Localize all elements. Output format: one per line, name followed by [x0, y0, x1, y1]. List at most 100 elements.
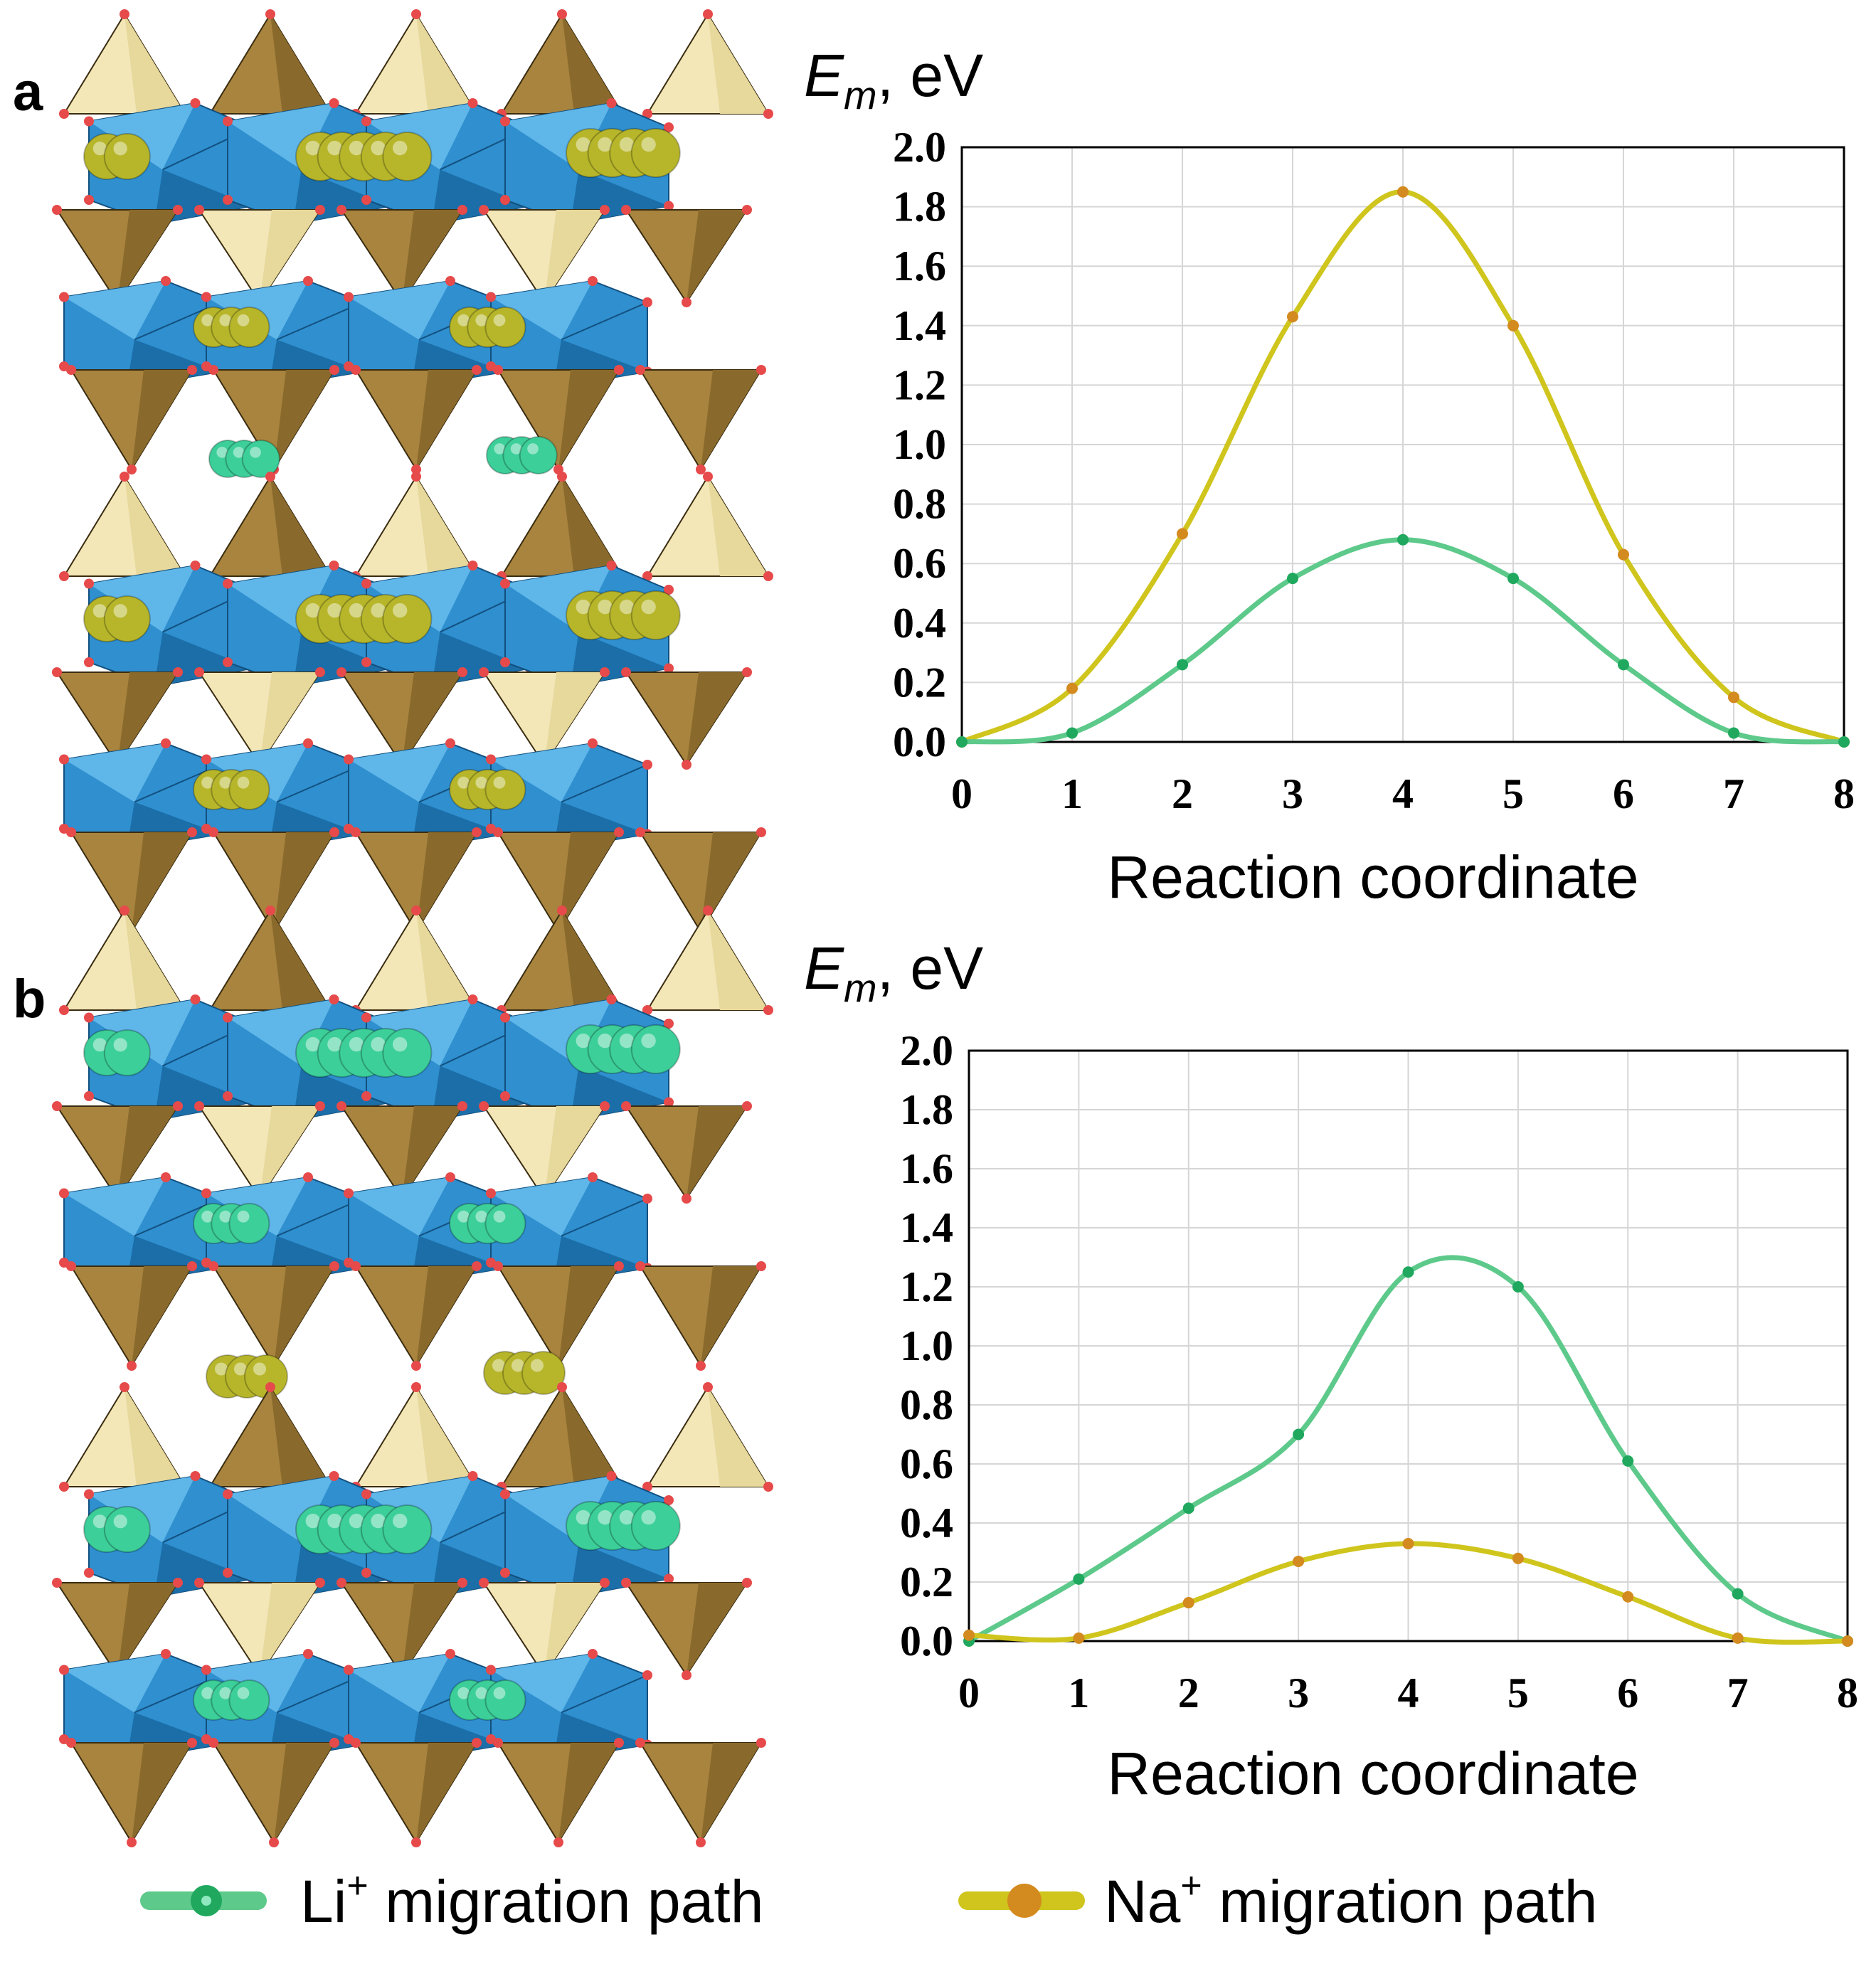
- oxygen-atom: [173, 667, 183, 677]
- na-ion-chain: [449, 769, 526, 810]
- tetrahedron: [621, 1101, 752, 1204]
- oxygen-atom: [553, 1837, 563, 1847]
- octahedron: [59, 1172, 226, 1289]
- oxygen-atom: [52, 1578, 62, 1588]
- tetrahedron: [52, 667, 183, 770]
- oxygen-atom: [457, 205, 467, 215]
- data-point-li: [1287, 573, 1298, 585]
- oxygen-atom: [703, 1382, 713, 1392]
- oxygen-atom: [500, 1012, 510, 1023]
- data-point-li: [1732, 1588, 1744, 1600]
- oxygen-atom: [52, 1101, 62, 1111]
- oxygen-atom: [472, 365, 482, 375]
- oxygen-atom: [635, 827, 645, 837]
- oxygen-atom: [265, 472, 275, 482]
- oxygen-atom: [173, 1578, 183, 1588]
- oxygen-atom: [223, 578, 233, 589]
- data-point-li: [1073, 1573, 1085, 1585]
- oxygen-atom: [635, 1261, 645, 1271]
- y-tick-label: 0.4: [893, 600, 946, 647]
- tetrahedron: [59, 906, 190, 1015]
- x-tick-label: 0: [951, 770, 973, 817]
- tetrahedron: [208, 365, 339, 474]
- oxygen-atom: [642, 571, 652, 581]
- oxygen-atom: [664, 1019, 674, 1029]
- tetrahedron: [351, 1261, 482, 1371]
- na-ion-chain: [449, 307, 526, 348]
- y-tick-label: 0.6: [893, 540, 946, 587]
- tetrahedron: [59, 472, 190, 581]
- oxygen-atom: [493, 1738, 503, 1748]
- oxygen-atom: [479, 1578, 489, 1588]
- oxygen-atom: [127, 465, 137, 474]
- y-tick-label: 1.0: [900, 1322, 953, 1369]
- tetrahedron: [351, 1738, 482, 1847]
- oxygen-atom: [187, 1738, 197, 1748]
- oxygen-atom: [59, 1188, 69, 1199]
- oxygen-atom: [588, 276, 598, 286]
- oxygen-atom: [303, 1649, 313, 1659]
- oxygen-atom: [606, 994, 617, 1004]
- chart-a: Em, eV Reaction coordinate 0.0 0.2 0.4 0.6 0…: [804, 42, 1855, 911]
- data-point-na: [1402, 1538, 1414, 1550]
- tetrahedron: [351, 472, 482, 581]
- oxygen-atom: [486, 292, 496, 302]
- oxygen-atom: [84, 1568, 94, 1578]
- tetrahedron: [479, 1101, 610, 1204]
- y-tick-label: 1.2: [900, 1263, 953, 1310]
- oxygen-atom: [208, 827, 218, 837]
- oxygen-atom: [361, 1012, 371, 1023]
- x-tick-label: 4: [1398, 1670, 1419, 1716]
- oxygen-atom: [600, 667, 610, 677]
- tetrahedron: [351, 906, 482, 1015]
- y-tick-label: 1.6: [900, 1145, 953, 1192]
- x-tick-label: 6: [1613, 770, 1634, 817]
- oxygen-atom: [467, 1471, 478, 1481]
- oxygen-atom: [588, 1649, 598, 1659]
- oxygen-atom: [479, 205, 489, 215]
- oxygen-atom: [361, 195, 371, 205]
- oxygen-atom: [303, 276, 313, 286]
- x-tick-label: 3: [1282, 770, 1303, 817]
- oxygen-atom: [557, 906, 567, 915]
- oxygen-atom: [500, 195, 510, 205]
- oxygen-atom: [472, 827, 482, 837]
- data-point-li: [1293, 1428, 1305, 1440]
- na-ion-chain: [83, 133, 151, 180]
- legend-item-na: Na+ migration path: [958, 1865, 1597, 1935]
- tetrahedron: [493, 827, 624, 937]
- oxygen-atom: [614, 1261, 624, 1271]
- legend-item-li: Li+ migration path: [140, 1865, 763, 1935]
- na-ion-chain: [206, 1354, 288, 1399]
- oxygen-atom: [173, 205, 183, 215]
- legend-label-li: Li+ migration path: [300, 1865, 763, 1935]
- li-ion-chain: [566, 1501, 681, 1551]
- oxygen-atom: [763, 571, 773, 581]
- tetrahedron: [194, 205, 325, 307]
- data-point-li: [1622, 1455, 1634, 1467]
- oxygen-atom: [457, 1578, 467, 1588]
- oxygen-atom: [66, 827, 76, 837]
- oxygen-atom: [315, 1101, 325, 1111]
- oxygen-atom: [315, 667, 325, 677]
- oxygen-atom: [361, 1489, 371, 1500]
- oxygen-atom: [120, 472, 129, 482]
- oxygen-atom: [361, 1568, 371, 1578]
- octahedron: [84, 994, 258, 1125]
- oxygen-atom: [664, 1097, 674, 1108]
- data-point-li: [1728, 727, 1739, 739]
- oxygen-atom: [445, 738, 455, 748]
- oxygen-atom: [486, 1665, 496, 1675]
- y-tick-label: 1.8: [893, 184, 946, 230]
- oxygen-atom: [223, 657, 233, 667]
- oxygen-atom: [336, 1578, 346, 1588]
- oxygen-atom: [493, 827, 503, 837]
- oxygen-atom: [329, 98, 339, 108]
- oxygen-atom: [59, 1005, 69, 1015]
- oxygen-atom: [344, 754, 354, 765]
- oxygen-atom: [84, 195, 94, 205]
- oxygen-atom: [329, 561, 339, 570]
- tetrahedron: [208, 1738, 339, 1847]
- na-ion-chain: [295, 132, 433, 181]
- oxygen-atom: [190, 561, 201, 570]
